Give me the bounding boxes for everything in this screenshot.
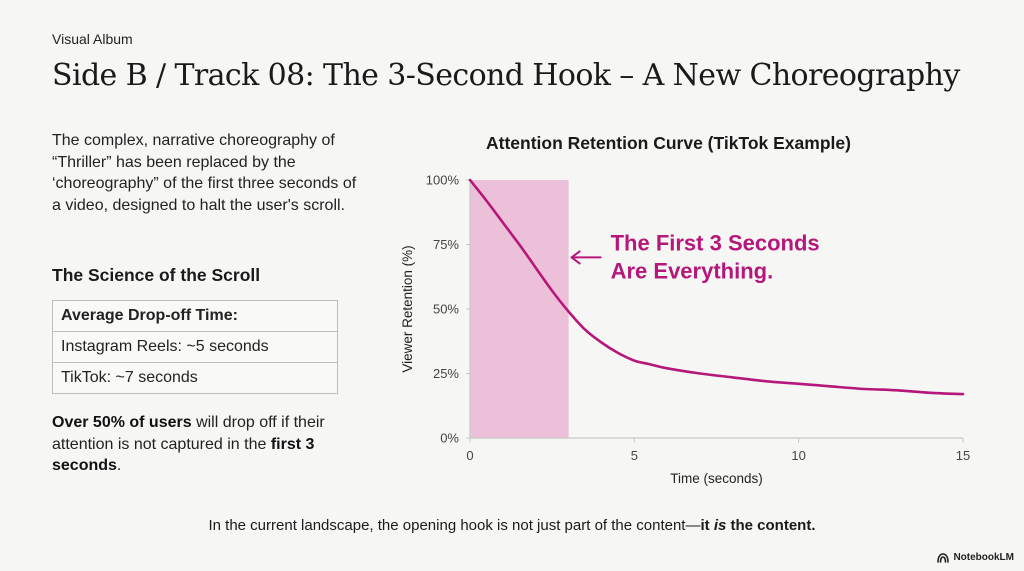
table-header-cell: Average Drop-off Time: — [52, 300, 338, 332]
y-tick-label: 50% — [433, 302, 459, 317]
y-tick-label: 100% — [426, 173, 460, 188]
science-heading: The Science of the Scroll — [52, 265, 261, 285]
footer-bold-italic: is — [713, 517, 727, 534]
footer-text-start: In the current landscape, the opening ho… — [208, 517, 701, 534]
callout-bold-end: first 3 seconds — [52, 435, 315, 475]
dropoff-table: Average Drop-off Time: Instagram Reels: … — [52, 300, 338, 394]
x-axis-label: Time (seconds) — [670, 471, 763, 486]
annotation-line-2: Are Everything. — [611, 258, 774, 283]
retention-series-line — [468, 178, 965, 396]
callout-end: . — [116, 457, 122, 474]
table-row: TikTok: ~7 seconds — [52, 362, 338, 394]
intro-paragraph: The complex, narrative choreography of “… — [52, 132, 357, 214]
y-tick-label: 75% — [433, 237, 459, 252]
callout-bold-start: Over 50% of users — [52, 414, 192, 431]
table-row: Instagram Reels: ~5 seconds — [52, 331, 338, 363]
y-axis-label: Viewer Retention (%) — [400, 245, 415, 372]
annotation-arrowhead — [570, 250, 581, 265]
brand-watermark: NotebookLM — [937, 552, 1014, 563]
callout-middle: will drop off if their attention is not … — [52, 414, 325, 453]
highlight-region — [470, 180, 569, 438]
notebooklm-logo-icon — [937, 552, 950, 563]
y-tick-label: 25% — [433, 366, 459, 381]
y-tick-label: 0% — [440, 431, 459, 446]
annotation-line-1: The First 3 Seconds — [611, 230, 820, 255]
x-tick-label: 15 — [956, 448, 970, 463]
eyebrow-label: Visual Album — [52, 31, 133, 47]
footer-statement: In the current landscape, the opening ho… — [0, 517, 1024, 534]
table-cell-instagram: Instagram Reels: ~5 seconds — [52, 331, 338, 363]
footer-bold-b: the content. — [726, 517, 816, 534]
chart-title: Attention Retention Curve (TikTok Exampl… — [486, 133, 851, 153]
table-header-row: Average Drop-off Time: — [52, 300, 338, 332]
footer-bold-a: it — [700, 517, 714, 534]
page-title: Side B / Track 08: The 3-Second Hook – A… — [52, 58, 960, 93]
callout-paragraph: Over 50% of users will drop off if their… — [52, 412, 352, 477]
x-tick-label: 0 — [466, 448, 473, 463]
retention-chart: 0% 25% 50% 75% 100% 0 5 10 15 Time (seconds) Viewe… — [400, 173, 970, 487]
table-cell-tiktok: TikTok: ~7 seconds — [52, 362, 338, 394]
x-tick-label: 5 — [631, 448, 638, 463]
brand-name: NotebookLM — [953, 552, 1014, 563]
x-tick-label: 10 — [791, 448, 805, 463]
